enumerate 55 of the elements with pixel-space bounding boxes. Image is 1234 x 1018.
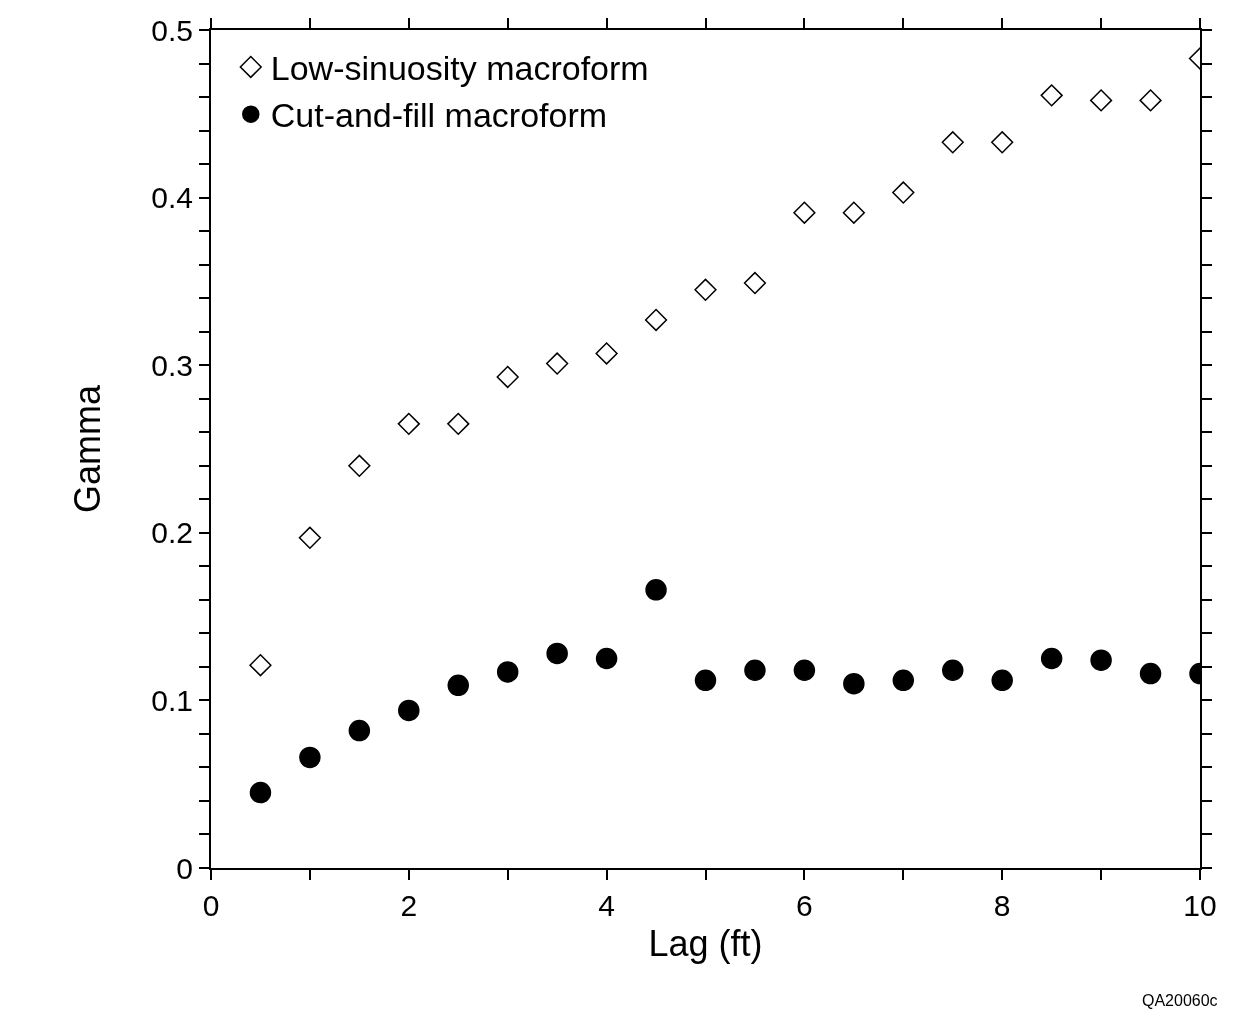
- x-tick-label: 6: [796, 889, 813, 922]
- point: [892, 669, 915, 692]
- point: [348, 719, 371, 742]
- point: [348, 454, 371, 477]
- y-tick-label: 0: [176, 851, 193, 885]
- point: [1090, 649, 1112, 671]
- x-tick-label: 0: [202, 889, 220, 922]
- point: [1040, 647, 1063, 670]
- point: [842, 201, 865, 224]
- y-tick-label: 0.3: [151, 348, 193, 382]
- point: [1089, 89, 1113, 112]
- point: [942, 659, 964, 681]
- point: [1040, 84, 1063, 107]
- point: [941, 131, 964, 154]
- point: [644, 308, 668, 332]
- point: [398, 699, 420, 722]
- text: QA20060c: [1142, 992, 1218, 1009]
- y-tick-label: 0.5: [151, 13, 193, 47]
- x-tick-label: 10: [1183, 889, 1217, 922]
- x-tick-label: 4: [598, 889, 615, 922]
- point: [793, 201, 816, 224]
- point: [546, 642, 568, 665]
- legend-label: Cut-and-fill macroform: [270, 96, 608, 135]
- point: [447, 674, 469, 697]
- point: [744, 659, 766, 681]
- x-axis-title: Lag (ft): [648, 923, 763, 965]
- point: [496, 661, 519, 683]
- point: [496, 365, 519, 389]
- point: [991, 131, 1014, 154]
- point: [843, 672, 865, 695]
- point: [249, 654, 272, 677]
- point: [397, 412, 420, 436]
- point: [299, 746, 321, 769]
- point: [645, 579, 667, 601]
- y-tick-label: 0.2: [151, 516, 193, 550]
- point: [595, 647, 618, 670]
- y-tick-label: 0.1: [151, 683, 193, 717]
- point: [694, 669, 717, 692]
- x-tick-label: 8: [993, 889, 1011, 922]
- point: [743, 271, 767, 295]
- point: [991, 669, 1013, 692]
- point: [694, 278, 717, 301]
- point: [892, 181, 915, 204]
- point: [793, 659, 816, 681]
- point: [546, 352, 569, 375]
- x-tick-label: 2: [400, 889, 418, 922]
- point: [595, 342, 618, 365]
- point: [298, 526, 322, 549]
- y-axis-title: Gamma: [66, 384, 108, 514]
- legend-label: Low-sinuosity macroform: [270, 49, 649, 88]
- point: [1139, 662, 1162, 685]
- point: [1139, 89, 1162, 112]
- y-tick-label: 0.4: [151, 181, 193, 215]
- point: [249, 781, 272, 804]
- point: [447, 412, 470, 436]
